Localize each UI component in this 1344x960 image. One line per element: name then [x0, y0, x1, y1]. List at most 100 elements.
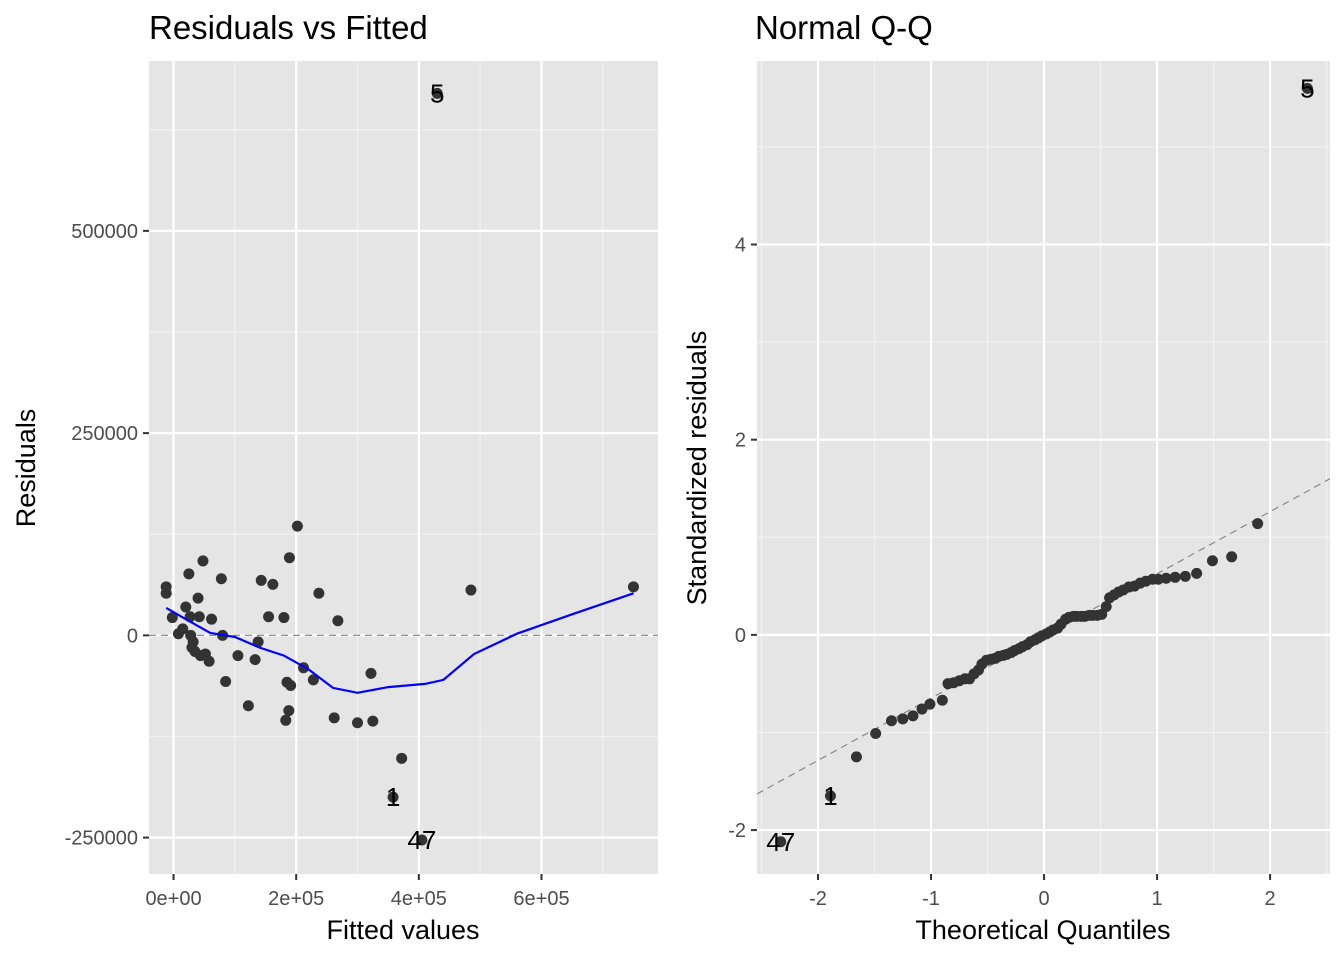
minor-grid — [757, 61, 1330, 874]
chart-title: Residuals vs Fitted — [149, 9, 428, 46]
labeled-data-point — [431, 87, 443, 99]
point-label: 47 — [766, 827, 795, 857]
data-point — [278, 612, 290, 624]
data-point — [283, 705, 295, 717]
data-point — [197, 555, 209, 567]
y-tick-label: 4 — [735, 234, 746, 256]
y-tick-label: 0 — [735, 625, 746, 647]
data-point — [850, 751, 862, 763]
data-point — [249, 654, 261, 666]
x-tick-label: -2 — [809, 888, 827, 910]
data-point — [313, 587, 325, 599]
data-point — [328, 712, 340, 724]
data-point — [1206, 555, 1218, 567]
data-point — [1169, 571, 1181, 583]
data-point — [885, 715, 897, 727]
data-point — [907, 710, 919, 722]
x-axis-ticks: -2 -1 0 1 2 — [809, 874, 1276, 910]
data-points — [160, 87, 639, 846]
labeled-data-point — [824, 790, 836, 802]
data-point — [242, 700, 254, 712]
x-tick-label: 1 — [1152, 888, 1163, 910]
x-tick-label: 0 — [1039, 888, 1050, 910]
data-point — [1160, 572, 1172, 584]
y-tick-label: -250000 — [65, 828, 138, 850]
data-point — [352, 717, 364, 729]
y-tick-label: 0 — [127, 625, 138, 647]
y-tick-label: 250000 — [71, 423, 138, 445]
point-label: 1 — [386, 782, 400, 812]
data-point — [332, 615, 344, 627]
point-label: 5 — [430, 78, 444, 108]
y-axis-ticks: -250000 0 250000 500000 — [65, 221, 149, 850]
data-point — [187, 636, 199, 648]
data-point — [924, 698, 936, 710]
chart-title: Normal Q-Q — [755, 9, 933, 46]
data-point — [367, 715, 379, 727]
x-tick-label: 6e+05 — [513, 888, 569, 910]
y-axis-title: Residuals — [11, 409, 41, 528]
data-point — [285, 680, 297, 692]
data-point — [291, 520, 303, 532]
y-tick-label: 2 — [735, 430, 746, 452]
smooth-curve — [165, 592, 634, 694]
point-labels: 5 147 — [386, 78, 445, 855]
y-axis-ticks: -2 0 2 4 — [728, 234, 757, 842]
data-point — [160, 587, 172, 599]
panel-background — [149, 61, 658, 874]
data-point — [220, 675, 232, 687]
x-tick-label: 4e+05 — [391, 888, 447, 910]
data-point — [263, 611, 275, 623]
data-point — [183, 568, 195, 580]
data-point — [365, 667, 377, 679]
data-point — [267, 578, 279, 590]
normal-qq-panel: 5 1 47 -2 -1 0 1 2 -2 0 2 4 Normal Q-Q Theoretica… — [682, 9, 1331, 945]
data-points — [775, 82, 1313, 848]
data-point — [177, 623, 189, 635]
y-axis-title: Standardized residuals — [682, 331, 712, 606]
y-tick-label: 500000 — [71, 221, 138, 243]
point-label: 5 — [1300, 73, 1314, 103]
major-grid — [757, 61, 1330, 874]
data-point — [283, 552, 295, 564]
x-axis-title: Theoretical Quantiles — [915, 915, 1170, 945]
data-point — [255, 574, 267, 586]
labeled-data-point — [387, 791, 399, 803]
x-axis-ticks: 0e+00 2e+05 4e+05 6e+05 — [145, 874, 570, 910]
point-labels: 5 1 47 — [766, 73, 1314, 856]
data-point — [307, 674, 319, 686]
data-point — [465, 584, 477, 596]
x-tick-label: 2 — [1265, 888, 1276, 910]
data-point — [396, 752, 408, 764]
data-point — [1191, 567, 1203, 579]
data-point — [1252, 518, 1264, 530]
point-label: 47 — [407, 825, 436, 855]
data-point — [936, 694, 948, 706]
x-tick-label: 2e+05 — [268, 888, 324, 910]
x-tick-label: -1 — [922, 888, 940, 910]
minor-grid — [149, 61, 658, 874]
labeled-data-point — [1301, 82, 1313, 94]
data-point — [1100, 601, 1112, 613]
data-point — [180, 601, 192, 613]
data-point — [166, 612, 178, 624]
residuals-vs-fitted-panel: 5 147 0e+00 2e+05 4e+05 6e+05 -250000 0 250000… — [11, 9, 658, 945]
data-point — [192, 592, 204, 604]
data-point — [870, 727, 882, 739]
data-point — [206, 613, 218, 625]
point-label: 1 — [823, 781, 837, 811]
data-point — [1179, 570, 1191, 582]
data-point — [916, 703, 928, 715]
x-axis-title: Fitted values — [326, 915, 479, 945]
data-point — [1226, 551, 1238, 563]
y-tick-label: -2 — [728, 820, 746, 842]
labeled-data-point — [775, 836, 787, 848]
data-point — [215, 573, 227, 585]
data-point — [232, 650, 244, 662]
data-point — [280, 714, 292, 726]
data-point — [193, 611, 205, 623]
data-point — [627, 581, 639, 593]
labeled-data-point — [416, 834, 428, 846]
x-tick-label: 0e+00 — [145, 888, 201, 910]
